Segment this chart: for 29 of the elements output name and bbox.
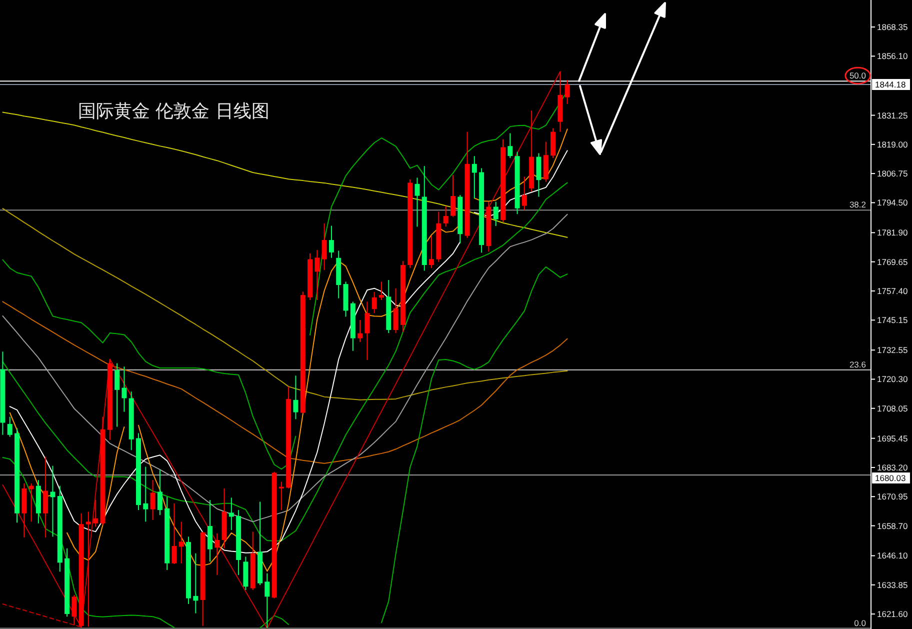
y-tick-label: 1670.95	[877, 492, 908, 502]
y-tick-label: 1757.40	[877, 286, 908, 296]
y-tick-label: 1745.15	[877, 315, 908, 326]
y-tick-label: 1708.05	[877, 403, 908, 414]
y-tick-label: 1856.10	[877, 51, 908, 62]
y-tick-label: 1621.60	[877, 609, 908, 620]
y-tick-label: 1633.85	[877, 580, 908, 590]
level-label: 38.2	[849, 200, 866, 210]
ref-line-label: 1680.03	[875, 472, 906, 483]
text: 国际黄金 伦敦金 日线图	[78, 101, 270, 122]
level-label: 0.0	[854, 618, 866, 628]
level-label: 23.6	[849, 359, 866, 370]
y-tick-label: 1646.10	[877, 550, 908, 561]
y-tick-label: 1819.00	[877, 139, 908, 150]
y-tick-label: 1769.65	[877, 256, 908, 267]
ref-line-label: 1844.18	[875, 80, 906, 90]
y-tick-label: 1781.90	[877, 228, 908, 238]
y-tick-label: 1806.75	[877, 168, 908, 179]
y-tick-label: 1658.70	[877, 520, 908, 531]
price-tag: 1844.18	[872, 79, 910, 90]
price-tag: 1680.03	[872, 472, 910, 484]
y-tick-label: 1868.35	[877, 22, 908, 32]
y-tick-label: 1732.55	[877, 345, 908, 356]
y-tick-label: 1683.20	[877, 462, 908, 472]
y-tick-label: 1831.25	[877, 110, 908, 120]
y-tick-label: 1720.30	[877, 374, 908, 384]
y-tick-label: 1695.45	[877, 433, 908, 444]
level-label: 50.0	[849, 70, 866, 81]
y-tick-label: 1794.50	[877, 198, 908, 208]
